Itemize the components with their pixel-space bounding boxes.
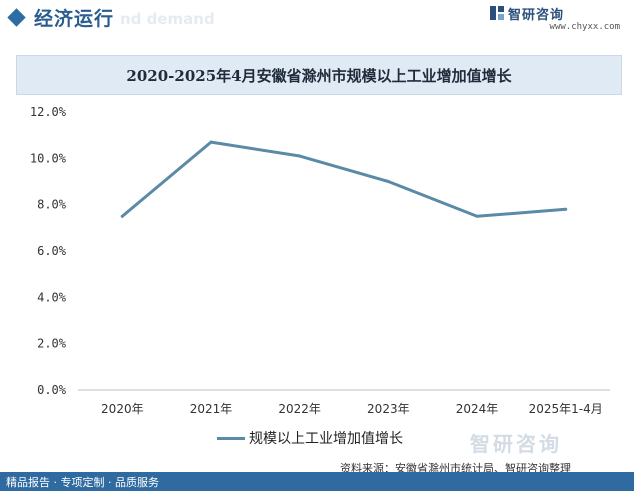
header-ghost-text: nd demand (120, 10, 215, 28)
x-tick-label: 2024年 (456, 402, 499, 416)
y-tick-label: 6.0% (37, 244, 67, 258)
data-point (564, 207, 568, 211)
y-tick-label: 12.0% (30, 105, 67, 119)
chart-title-bar: 2020-2025年4月安徽省滁州市规模以上工业增加值增长 (16, 55, 622, 95)
x-tick-label: 2021年 (190, 402, 233, 416)
watermark-logo: 智研咨询 (470, 432, 562, 456)
y-tick-label: 0.0% (37, 383, 67, 397)
data-point (209, 140, 213, 144)
x-tick-label: 2022年 (278, 402, 321, 416)
line-chart: 0.0% 2.0% 4.0% 6.0% 8.0% 10.0% 12.0% 2020年 2021年… (30, 105, 610, 416)
series-line (120, 140, 568, 218)
data-point (386, 180, 390, 183)
chart-title: 2020-2025年4月安徽省滁州市规模以上工业增加值增长 (126, 67, 512, 85)
data-point (298, 154, 302, 158)
legend-label: 规模以上工业增加值增长 (249, 431, 403, 447)
logo-icon (490, 6, 504, 20)
brand-logo: 智研咨询 www.chyxx.com (488, 4, 628, 36)
data-point (475, 214, 479, 218)
x-tick-label: 2020年 (101, 402, 144, 416)
y-tick-label: 2.0% (37, 337, 67, 351)
y-tick-label: 4.0% (37, 290, 67, 304)
x-tick-label: 2025年1-4月 (529, 402, 603, 416)
x-tick-label: 2023年 (367, 402, 410, 416)
data-point (120, 214, 124, 218)
y-tick-label: 8.0% (37, 198, 67, 212)
footer-bar: 精品报告 · 专项定制 · 品质服务 (0, 472, 634, 491)
legend-swatch (217, 437, 245, 440)
y-tick-label: 10.0% (30, 151, 67, 165)
source-note: 资料来源：安徽省滁州市统计局、智研咨询整理 (340, 462, 571, 475)
section-header: 经济运行 nd demand 智研咨询 www.chyxx.com (0, 0, 634, 40)
logo-name: 智研咨询 (508, 8, 565, 23)
section-title: 经济运行 (34, 8, 115, 30)
diamond-icon (7, 8, 26, 27)
logo-url: www.chyxx.com (549, 22, 620, 32)
footer-text: 精品报告 · 专项定制 · 品质服务 (6, 476, 159, 489)
